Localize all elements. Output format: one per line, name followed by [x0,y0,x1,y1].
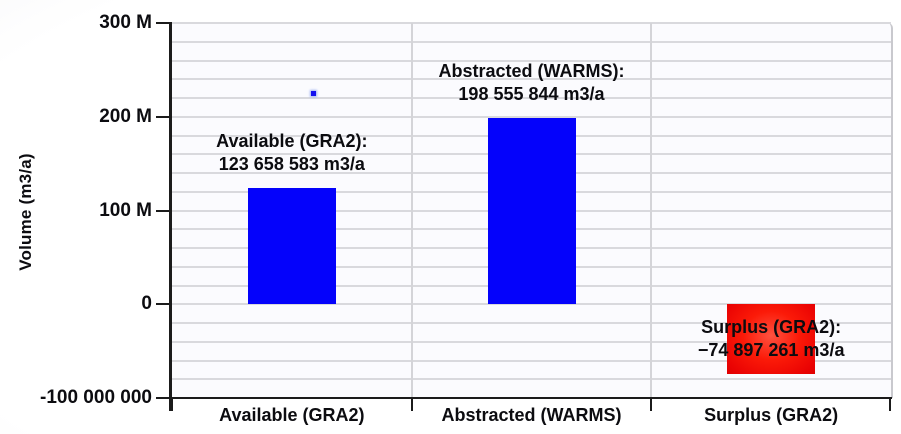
gridline [172,78,891,81]
bar-value-label: Abstracted (WARMS): 198 555 844 m3/a [382,60,682,106]
bar-value-label: Surplus (GRA2): −74 897 261 m3/a [621,316,901,362]
y-tick-mark [156,397,170,399]
y-tick-mark [156,115,170,118]
gridline [172,378,891,381]
y-tick-label: 300 M [99,12,152,33]
gridline [172,303,891,306]
x-tick-mark [410,397,413,411]
gridline [172,340,891,343]
x-category-label: Available (GRA2) [219,405,365,425]
bar-label-line1: Abstracted (WARMS): [438,61,625,82]
y-tick-label: 0 [141,293,152,315]
y-axis-line [169,22,172,411]
bar-label-line1: Available (GRA2): [216,131,368,152]
gridline [172,359,891,362]
gridline [172,322,891,324]
category-divider [650,23,653,398]
bar-label-line2: 123 658 583 m3/a [218,154,365,175]
x-axis-line [169,397,892,399]
y-tick-label: 200 M [99,105,152,127]
x-tick-mark [650,397,653,411]
y-axis-title: Volume (m3/a) [16,153,35,271]
bar-1[interactable] [247,188,336,305]
y-tick-label: -100 000 000 [40,387,152,408]
gridline [172,115,891,118]
x-category-label: Surplus (GRA2) [704,405,839,425]
bar-label-line2: −74 897 261 m3/a [697,340,845,361]
bar-value-label: Available (GRA2): 123 658 583 m3/a [142,130,442,176]
y-tick-label: 100 M [99,199,152,221]
y-tick-mark [156,209,170,212]
y-tick-mark [156,303,170,306]
bar-3[interactable] [727,304,816,375]
y-tick-mark [156,22,170,24]
x-tick-mark [889,397,891,411]
stray-point-marker [311,91,316,96]
gridline [172,97,891,99]
x-category-label: Abstracted (WARMS) [441,405,622,425]
gridline [172,59,891,62]
gridline [172,40,891,43]
x-tick-mark [171,397,173,411]
bar-2[interactable] [487,118,576,305]
plot-area: Available (GRA2): 123 658 583 m3/a Abstrac… [172,22,893,398]
bar-label-line1: Surplus (GRA2): [701,317,842,338]
bar-label-line2: 198 555 844 m3/a [458,84,605,105]
gridline [172,22,891,24]
category-divider [410,23,413,398]
